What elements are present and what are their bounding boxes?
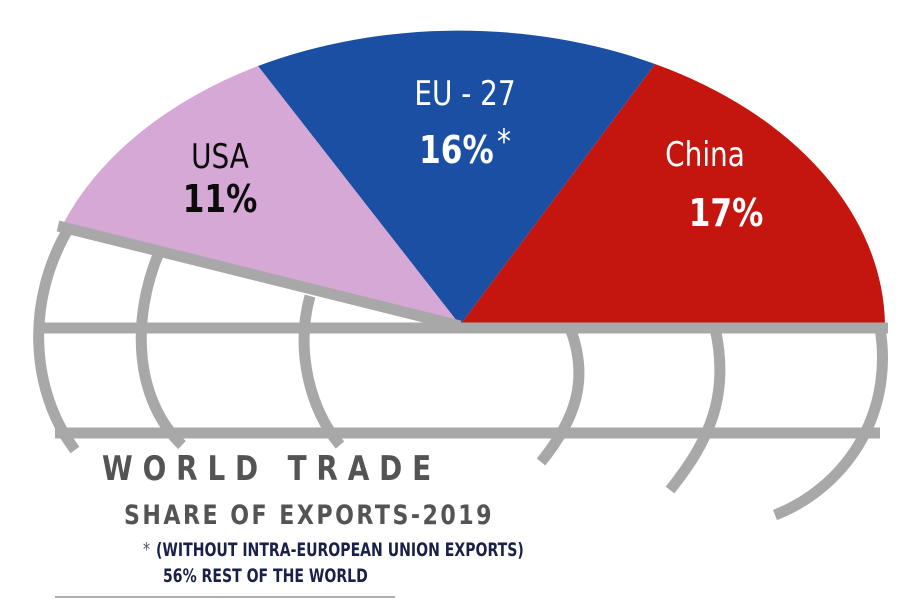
usa-name: USA [191,137,249,177]
slice-label-eu: EU - 27 16%* [370,77,560,169]
slice-label-usa: USA 11% [150,140,290,218]
footnote-text: (WITHOUT INTRA-EUROPEAN UNION EXPORTS) [155,539,524,561]
eu-name: EU - 27 [414,74,516,114]
slice-usa [62,66,460,325]
chart-subtitle: SHARE OF EXPORTS-2019 [124,500,494,531]
slice-eu [258,30,655,326]
china-name: China [665,135,745,175]
globe-grid [33,220,888,521]
china-value: 17% [688,191,764,235]
eu-value: 16% [419,128,494,172]
usa-value: 11% [182,177,258,221]
chart-title: WORLD TRADE [102,449,442,489]
slice-china [460,64,885,325]
asterisk-icon: * [496,122,511,162]
asterisk-icon: * [143,539,151,561]
eu-value-row: 16%* [387,125,543,172]
rest-of-world-note: 56% REST OF THE WORLD [163,565,368,587]
slice-label-china: China 17% [630,138,780,232]
footer-divider [55,596,395,598]
footnote: * (WITHOUT INTRA-EUROPEAN UNION EXPORTS) [143,541,524,560]
